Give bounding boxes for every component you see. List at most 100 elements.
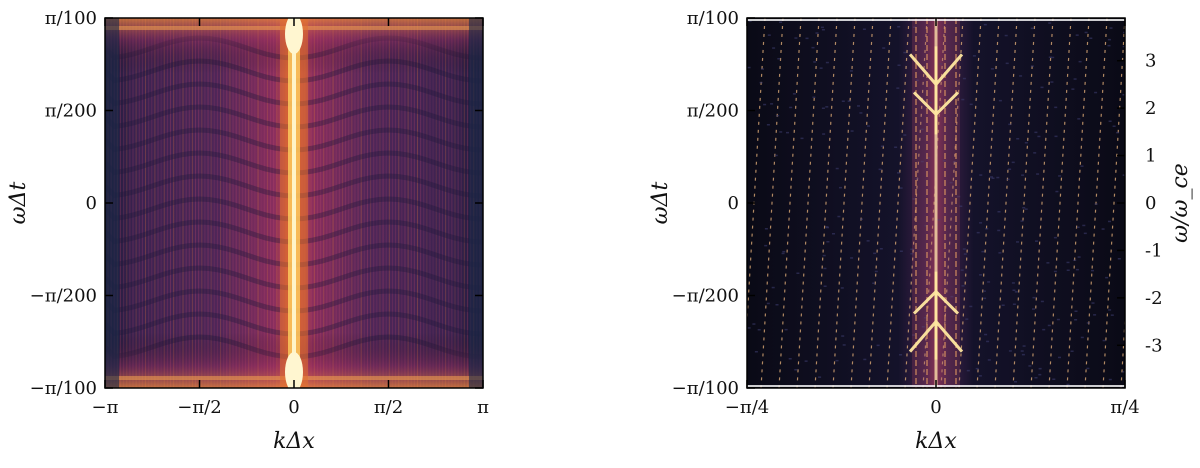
noise-speck	[757, 329, 761, 331]
noise-speck	[1038, 373, 1042, 376]
noise-speck	[840, 287, 844, 289]
noise-speck	[1024, 142, 1028, 144]
noise-speck	[879, 248, 883, 250]
noise-speck	[782, 250, 786, 253]
noise-speck	[779, 131, 783, 133]
noise-speck	[759, 81, 763, 84]
noise-speck	[826, 241, 830, 243]
noise-speck	[985, 228, 989, 230]
heatmap-image	[105, 18, 483, 388]
noise-speck	[1093, 314, 1097, 316]
noise-speck	[975, 367, 979, 370]
noise-speck	[1032, 308, 1035, 310]
noise-speck	[835, 359, 839, 362]
noise-speck	[1020, 220, 1024, 222]
noise-speck	[927, 157, 930, 159]
noise-speck	[976, 231, 980, 234]
x-tick-label: 0	[288, 397, 299, 418]
noise-speck	[1107, 44, 1111, 47]
noise-speck	[979, 222, 983, 224]
noise-speck	[962, 77, 966, 80]
x-tick-label: −π/2	[177, 397, 221, 418]
noise-speck	[1108, 220, 1111, 223]
noise-speck	[899, 354, 903, 356]
noise-speck	[776, 114, 780, 117]
noise-speck	[997, 211, 1001, 213]
noise-speck	[897, 64, 901, 66]
noise-speck	[1080, 336, 1084, 339]
noise-speck	[1091, 302, 1095, 304]
noise-speck	[882, 47, 886, 49]
noise-speck	[984, 333, 988, 336]
noise-speck	[1108, 378, 1112, 381]
noise-speck	[939, 63, 943, 65]
noise-speck	[754, 351, 758, 353]
noise-speck	[1056, 318, 1060, 321]
noise-speck	[1001, 304, 1005, 306]
noise-speck	[839, 186, 842, 189]
noise-speck	[880, 145, 884, 147]
noise-speck	[804, 360, 808, 362]
x-tick-label: −π	[92, 397, 119, 418]
noise-speck	[1036, 173, 1040, 175]
noise-speck	[972, 55, 976, 57]
noise-speck	[979, 274, 983, 276]
noise-speck	[761, 68, 764, 70]
noise-speck	[822, 254, 826, 257]
noise-speck	[1037, 135, 1041, 138]
mode-line	[994, 18, 1018, 388]
noise-speck	[1122, 174, 1125, 176]
noise-speck	[912, 198, 916, 200]
noise-speck	[1032, 296, 1036, 299]
y-tick-label: 0	[86, 193, 97, 214]
noise-speck	[842, 344, 846, 346]
noise-speck	[859, 112, 863, 114]
noise-speck	[1083, 232, 1087, 235]
noise-speck	[874, 270, 878, 273]
mode-line	[868, 18, 892, 388]
noise-speck	[837, 215, 841, 218]
noise-speck	[950, 295, 954, 298]
noise-speck	[952, 161, 956, 163]
mode-line	[1102, 18, 1125, 388]
noise-speck	[921, 326, 925, 328]
noise-speck	[823, 285, 827, 287]
x-axis-label: kΔx	[273, 429, 315, 454]
noise-speck	[1066, 261, 1070, 264]
noise-speck	[1012, 289, 1016, 291]
noise-speck	[1014, 291, 1018, 293]
noise-speck	[1077, 118, 1081, 120]
noise-speck	[766, 124, 770, 126]
noise-speck	[1105, 276, 1109, 279]
noise-speck	[1109, 27, 1113, 29]
noise-speck	[1058, 175, 1062, 177]
noise-speck	[897, 172, 900, 174]
noise-speck	[991, 177, 995, 179]
noise-speck	[796, 272, 800, 274]
y2-tick-label: 0	[1145, 193, 1156, 214]
noise-speck	[1074, 310, 1078, 312]
mode-line	[689, 18, 711, 388]
noise-speck	[1020, 350, 1024, 352]
noise-speck	[815, 32, 819, 34]
noise-speck	[794, 37, 798, 39]
noise-speck	[800, 137, 804, 140]
noise-speck	[821, 29, 825, 31]
noise-speck	[1019, 75, 1023, 77]
mode-line	[1066, 18, 1090, 388]
noise-speck	[850, 257, 854, 259]
noise-speck	[1074, 319, 1078, 321]
noise-speck	[860, 218, 863, 220]
noise-speck	[1116, 131, 1120, 134]
y2-tick-label: -1	[1145, 240, 1163, 261]
mode-line	[1048, 18, 1072, 388]
noise-speck	[1040, 300, 1044, 303]
mode-line	[814, 18, 838, 388]
noise-speck	[1094, 203, 1098, 205]
mode-line	[617, 18, 639, 388]
y-axis-label: ωΔt	[648, 182, 673, 225]
noise-speck	[779, 21, 783, 23]
noise-speck	[866, 240, 870, 242]
noise-speck	[781, 252, 785, 255]
